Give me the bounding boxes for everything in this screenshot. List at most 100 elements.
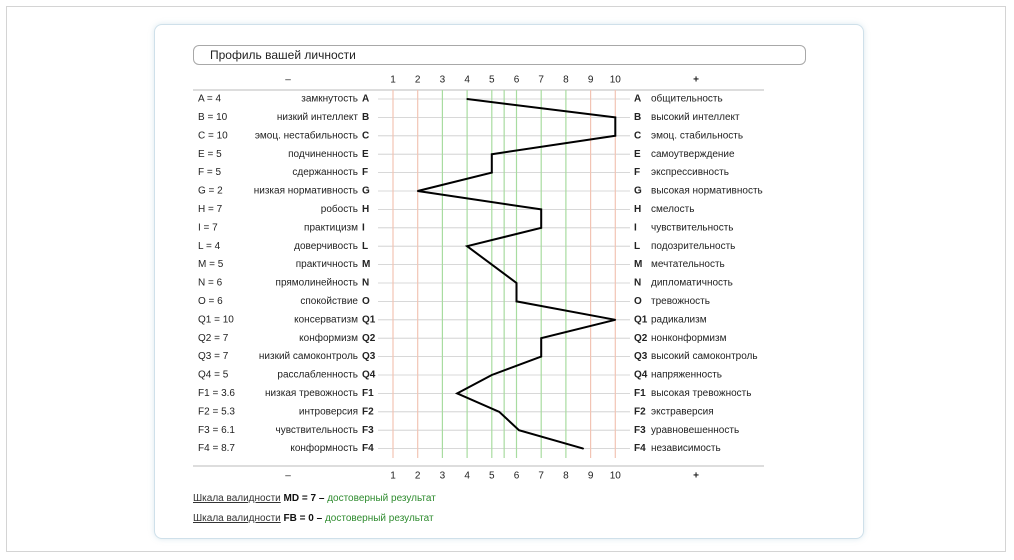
score-label-G: G = 2 [198,186,223,197]
right-letter-F2: F2 [634,406,646,417]
right-trait-L: подозрительность [651,241,735,252]
profile-point-F2 [498,411,501,413]
profile-point-E [491,153,493,155]
right-letter-Q2: Q2 [634,333,648,344]
right-letter-Q3: Q3 [634,351,648,362]
left-trait-L: доверчивость [294,241,358,252]
left-trait-Q3: низкий самоконтроль [259,351,358,362]
validity-value: FB = 0 [283,513,314,524]
right-trait-F2: экстраверсия [651,406,714,417]
profile-point-B [614,116,617,119]
profile-point-Q1 [614,319,617,321]
score-label-O: O = 6 [198,296,223,307]
bottom-plus-label: + [693,471,699,482]
left-trait-G: низкая нормативность [254,186,358,197]
profile-point-N [515,282,518,284]
profile-point-H [540,208,542,211]
profile-point-M [491,263,493,266]
left-trait-H: робость [321,203,358,215]
right-letter-Q1: Q1 [634,314,648,325]
score-label-Q2: Q2 = 7 [198,333,229,344]
bottom-tick-label-4: 4 [464,471,470,482]
profile-point-A [466,98,468,100]
bottom-minus-label: – [285,471,291,482]
top-tick-label-10: 10 [610,75,622,86]
top-tick-label-6: 6 [514,75,520,86]
score-label-E: E = 5 [198,149,222,160]
right-letter-F3: F3 [634,425,646,436]
right-trait-F3: уравновешенность [651,425,739,436]
right-trait-F: экспрессивность [651,167,729,178]
right-trait-Q1: радикализм [651,314,707,325]
left-letter-F1: F1 [362,388,374,399]
right-letter-C: C [634,130,641,141]
right-letter-Q4: Q4 [634,370,648,381]
profile-point-Q4 [491,374,493,376]
score-label-L: L = 4 [198,241,221,252]
left-letter-N: N [362,278,369,289]
top-tick-label-9: 9 [588,75,594,86]
left-trait-F4: конформность [290,442,358,454]
score-label-I: I = 7 [198,222,218,233]
top-tick-label-8: 8 [563,75,569,86]
score-label-Q3: Q3 = 7 [198,351,229,362]
right-letter-O: O [634,296,642,307]
profile-point-G [416,190,419,192]
right-letter-F4: F4 [634,443,646,454]
validity-line-fb: Шкала валидности FB = 0 – достоверный ре… [193,513,434,524]
left-letter-B: B [362,112,369,123]
left-trait-E: подчиненность [288,149,358,160]
left-letter-Q1: Q1 [362,314,376,325]
bottom-tick-label-9: 9 [588,471,594,482]
right-trait-Q2: нонконформизм [651,332,727,344]
left-trait-B: низкий интеллект [277,112,359,123]
left-trait-F2: интроверсия [299,406,358,417]
left-letter-A: A [362,94,369,105]
validity-verdict: достоверный результат [327,493,436,504]
validity-scale-link[interactable]: Шкала валидности [193,493,281,504]
right-letter-N: N [634,278,641,289]
left-letter-O: O [362,296,370,307]
profile-point-Q3 [540,355,542,358]
left-trait-A: замкнутость [301,94,358,105]
left-trait-Q1: консерватизм [294,314,358,325]
score-label-C: C = 10 [198,130,228,141]
score-label-Q4: Q4 = 5 [198,370,229,381]
profile-point-F [491,171,493,174]
right-trait-F1: высокая тревожность [651,388,751,399]
right-trait-G: высокая нормативность [651,186,763,197]
score-label-N: N = 6 [198,278,223,289]
left-letter-Q4: Q4 [362,370,376,381]
top-tick-label-1: 1 [390,75,396,86]
right-trait-Q3: высокий самоконтроль [651,351,758,362]
profile-point-I [540,227,542,229]
top-minus-label: – [285,75,291,86]
left-letter-E: E [362,149,369,160]
left-trait-O: спокойствие [300,296,358,307]
right-trait-C: эмоц. стабильность [651,129,743,141]
top-tick-label-3: 3 [440,75,446,86]
left-letter-G: G [362,186,370,197]
right-letter-H: H [634,204,641,215]
profile-point-F1 [456,392,459,395]
validity-verdict: достоверный результат [324,513,434,524]
bottom-tick-label-2: 2 [415,471,421,482]
score-label-F1: F1 = 3.6 [198,388,235,399]
top-tick-label-7: 7 [538,75,544,86]
left-letter-L: L [362,241,368,252]
score-label-Q1: Q1 = 10 [198,314,234,325]
bottom-tick-label-6: 6 [514,471,520,482]
top-tick-label-5: 5 [489,75,495,86]
top-tick-label-2: 2 [415,75,421,86]
left-trait-M: практичность [296,259,358,270]
right-trait-E: самоутверждение [651,149,735,160]
profile-point-F3 [518,429,520,432]
right-trait-O: тревожность [651,296,710,307]
score-label-F2: F2 = 5.3 [198,406,235,417]
score-label-B: B = 10 [198,112,228,123]
left-trait-F3: чувствительность [275,425,358,436]
right-letter-G: G [634,186,642,197]
validity-scale-link[interactable]: Шкала валидности [193,513,281,524]
left-letter-Q2: Q2 [362,333,376,344]
